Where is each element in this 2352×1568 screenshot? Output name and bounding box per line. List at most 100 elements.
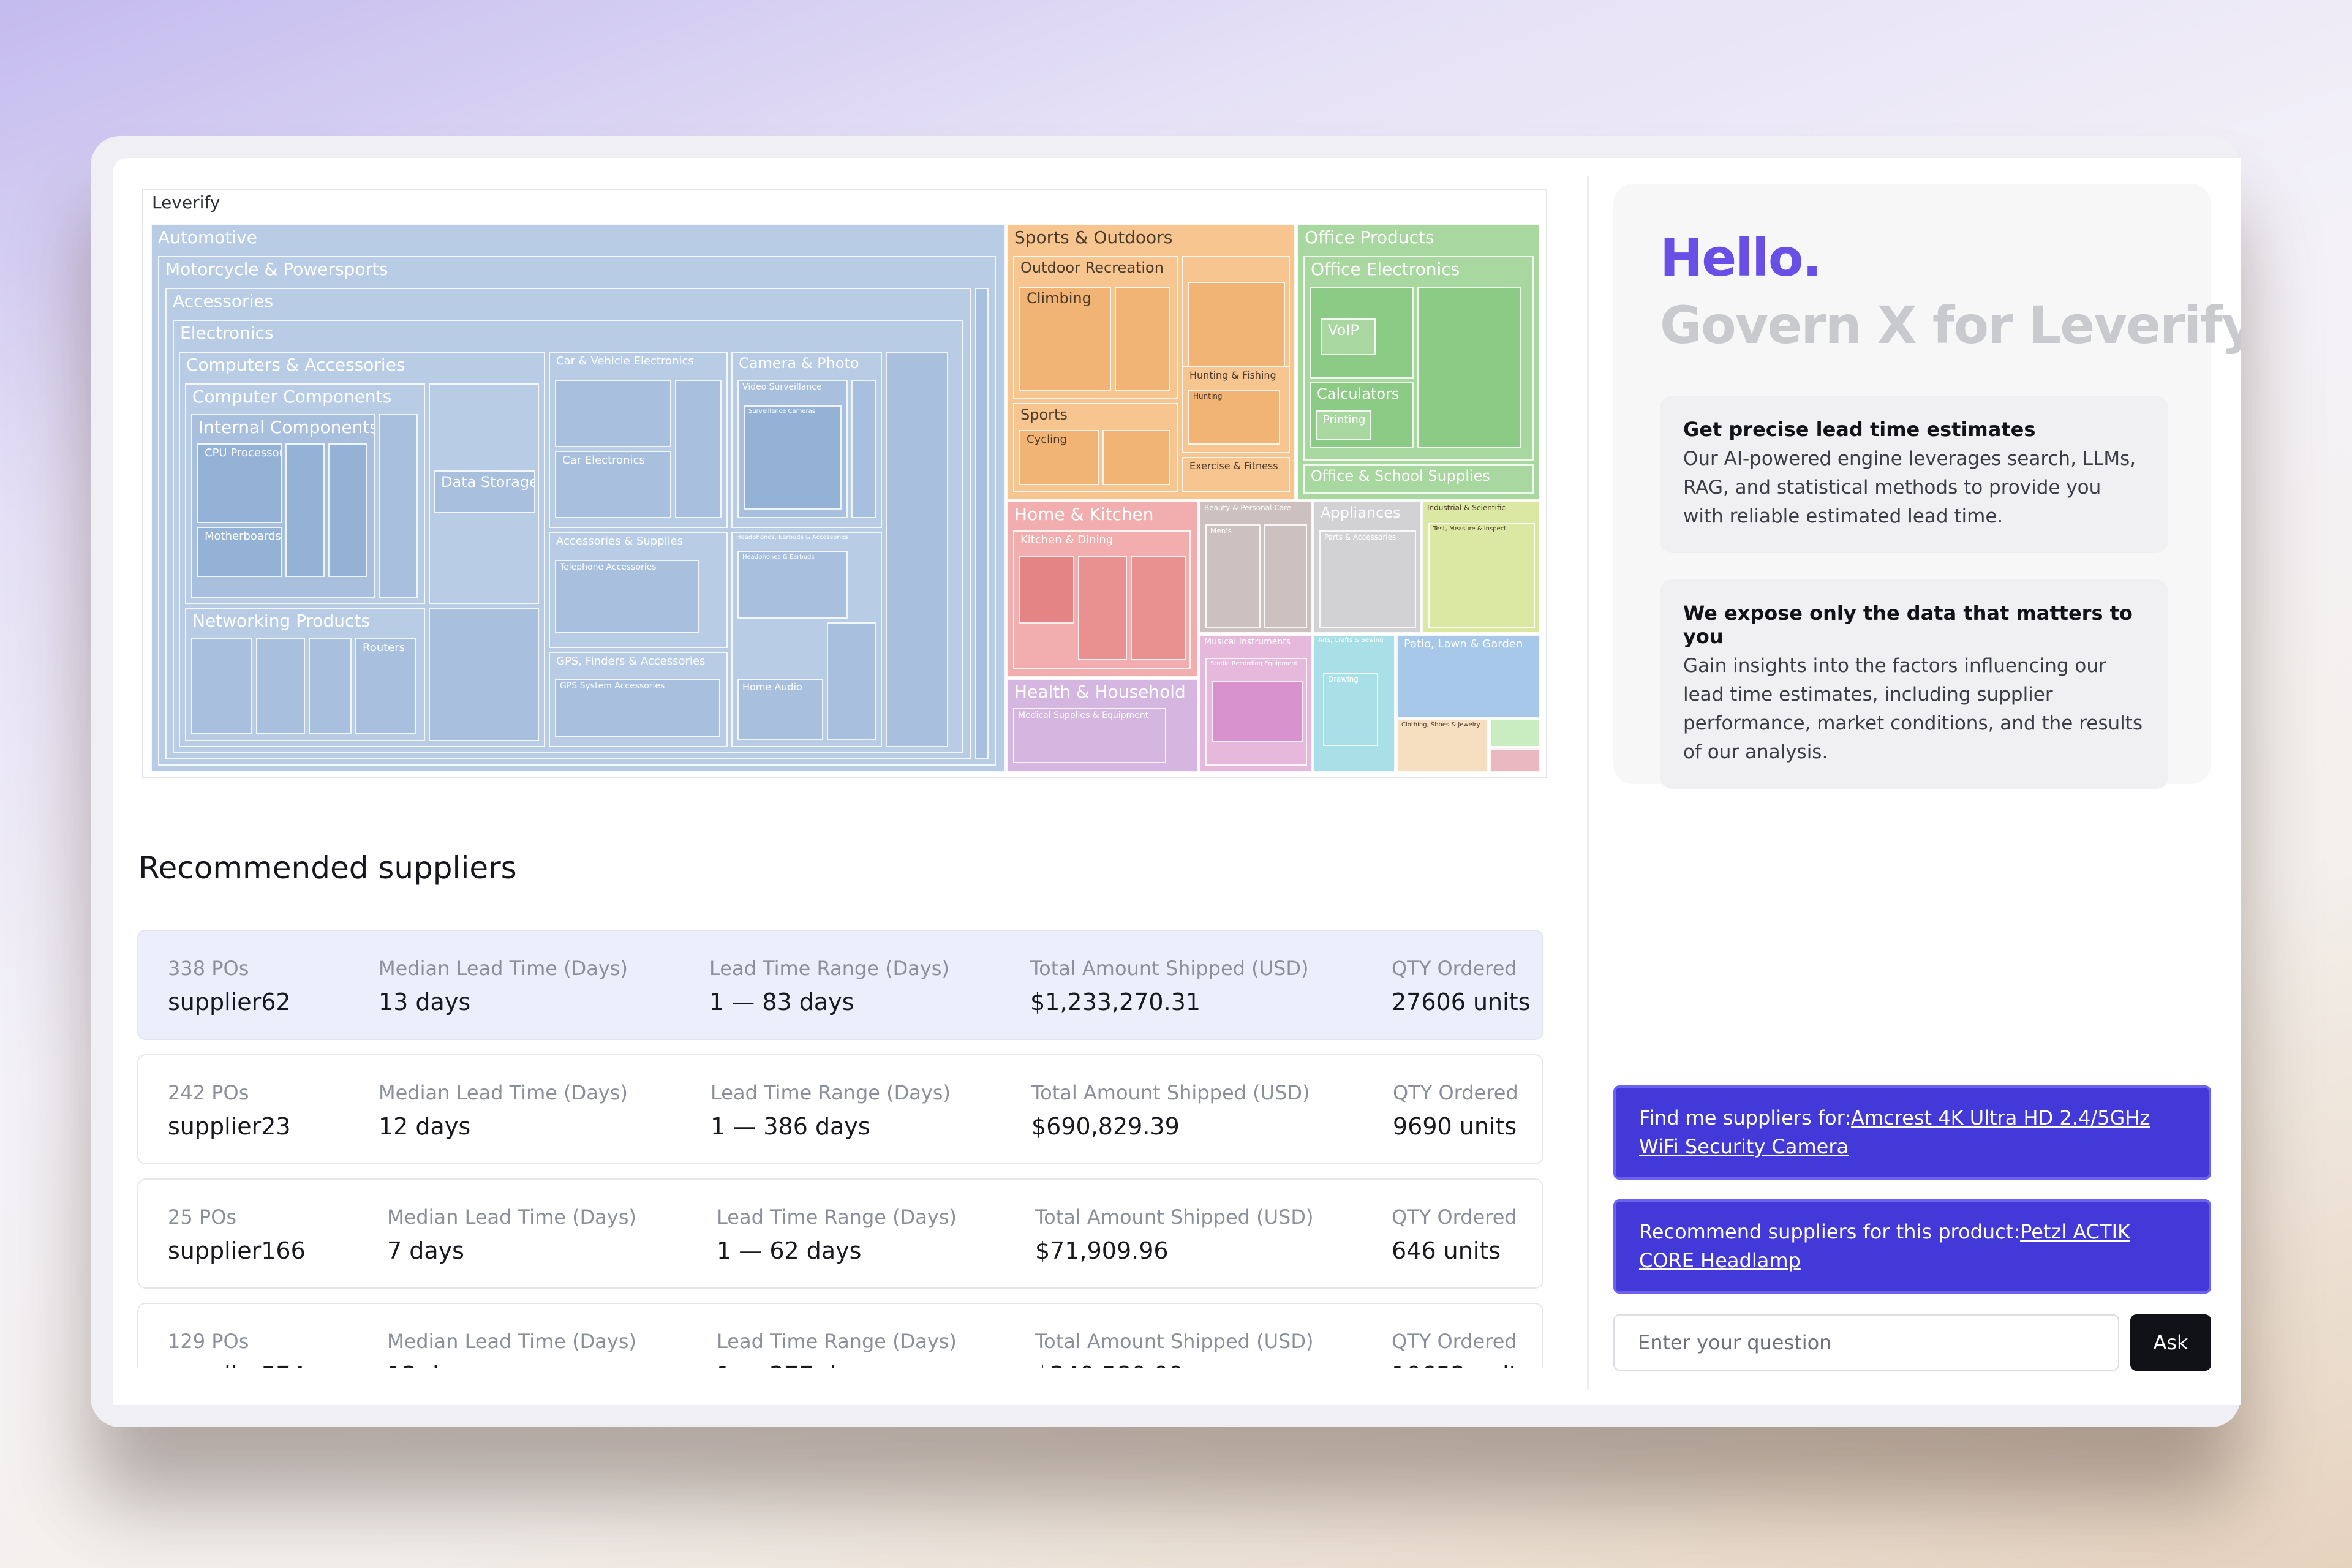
treemap-node-computer-components[interactable]: Computer Components Internal Components …: [185, 383, 425, 604]
treemap-node-patio[interactable]: Patio, Lawn & Garden: [1396, 635, 1540, 718]
treemap-node-health-household[interactable]: Health & Household Medical Supplies & Eq…: [1007, 679, 1198, 772]
treemap-cell[interactable]: [1131, 556, 1186, 660]
treemap-node-test-measure[interactable]: Test, Measure & Inspect: [1428, 523, 1535, 628]
treemap-cell[interactable]: [1417, 287, 1521, 448]
question-input[interactable]: [1613, 1314, 2119, 1371]
treemap-node-video-surveillance[interactable]: Video Surveillance Surveillance Cameras: [737, 380, 848, 518]
treemap-node-beauty[interactable]: Beauty & Personal Care Men's: [1199, 501, 1312, 633]
treemap-cell[interactable]: [827, 622, 876, 740]
supplier-list[interactable]: 338 POs supplier62 Median Lead Time (Days…: [137, 930, 1546, 1368]
treemap-node-drawing[interactable]: Drawing: [1323, 673, 1378, 746]
treemap-node-climbing[interactable]: Climbing: [1019, 287, 1111, 391]
treemap-node-telephone-accessories[interactable]: Telephone Accessories: [555, 560, 699, 633]
treemap-cell[interactable]: [1102, 430, 1170, 485]
treemap-node-musical-instruments[interactable]: Musical Instruments Studio Recording Equ…: [1199, 635, 1312, 772]
treemap-cell[interactable]: [256, 638, 305, 734]
treemap-node-automotive[interactable]: Automotive Motorcycle & Powersports Acce…: [151, 224, 1006, 772]
treemap-node-networking[interactable]: Networking Products Routers: [185, 608, 425, 741]
treemap-cell[interactable]: [379, 414, 418, 598]
panel-divider: [1587, 176, 1589, 1389]
treemap-cell[interactable]: [429, 608, 539, 741]
treemap-node-office-school[interactable]: Office & School Supplies: [1303, 464, 1534, 494]
treemap-cell[interactable]: [851, 380, 876, 518]
treemap-cell[interactable]: [1019, 556, 1074, 624]
total-value: $71,909.96: [1035, 1237, 1169, 1264]
treemap-node-sports-outdoors[interactable]: Sports & Outdoors Outdoor Recreation Cli…: [1007, 224, 1295, 500]
supplier-card[interactable]: 25 POs supplier166 Median Lead Time (Days…: [137, 1178, 1544, 1289]
treemap-cell[interactable]: [1115, 287, 1170, 391]
suggestion-find-suppliers[interactable]: Find me suppliers for:Amcrest 4K Ultra H…: [1613, 1085, 2211, 1180]
product-link[interactable]: Amcrest 4K Ultra HD 2.4/5GHz WiFi Securi…: [1639, 1106, 2150, 1158]
treemap-node-data-storage[interactable]: Data Storage: [434, 470, 535, 513]
treemap-node-printing[interactable]: Printing: [1316, 410, 1371, 440]
treemap-node-arts-crafts[interactable]: Arts, Crafts & Sewing Drawing: [1313, 635, 1395, 772]
treemap-node-accessories-supplies[interactable]: Accessories & Supplies Telephone Accesso…: [549, 532, 728, 648]
treemap-node-outdoor-recreation[interactable]: Outdoor Recreation Climbing: [1013, 256, 1178, 399]
treemap-node-telephones[interactable]: VoIP: [1310, 287, 1414, 379]
treemap-cell[interactable]: [1490, 748, 1540, 772]
treemap-node-routers[interactable]: Routers: [355, 638, 417, 734]
treemap-cell[interactable]: [975, 288, 989, 760]
treemap-node-mens[interactable]: Men's: [1205, 524, 1261, 628]
treemap-node-office-electronics[interactable]: Office Electronics VoIP Calculators Prin…: [1303, 256, 1534, 461]
treemap-node-exercise-fitness[interactable]: Exercise & Fitness: [1182, 457, 1290, 492]
treemap-cell[interactable]: [1264, 524, 1307, 628]
treemap-cell[interactable]: [1188, 282, 1285, 368]
treemap-node-gps-system[interactable]: GPS System Accessories: [555, 679, 720, 737]
ask-button[interactable]: Ask: [2130, 1314, 2211, 1371]
treemap-node-home-audio[interactable]: Home Audio: [737, 679, 823, 740]
treemap-node-hunting-fishing[interactable]: Hunting & Fishing Hunting: [1182, 366, 1290, 453]
treemap-cell[interactable]: [1078, 556, 1127, 660]
supplier-card[interactable]: 129 POs supplier574 Median Lead Time (Day…: [137, 1303, 1544, 1368]
treemap-cell[interactable]: Data Storage: [429, 383, 539, 604]
treemap-cell[interactable]: [309, 638, 352, 734]
supplier-card[interactable]: 338 POs supplier62 Median Lead Time (Days…: [137, 930, 1544, 1040]
suggestion-recommend-suppliers[interactable]: Recommend suppliers for this product:Pet…: [1613, 1199, 2211, 1294]
treemap-node-hunting[interactable]: Hunting: [1188, 390, 1280, 445]
treemap-node-car-electronics[interactable]: Car Electronics: [555, 451, 671, 518]
supplier-card[interactable]: 242 POs supplier23 Median Lead Time (Days…: [137, 1054, 1544, 1164]
treemap-node-home-kitchen[interactable]: Home & Kitchen Kitchen & Dining: [1007, 501, 1198, 677]
treemap-node-cycling[interactable]: Cycling: [1019, 430, 1099, 485]
range-label: Lead Time Range (Days): [717, 1330, 957, 1353]
treemap-node-headphones-earbuds[interactable]: Headphones, Earbuds & Accessories Headph…: [731, 532, 882, 747]
total-label: Total Amount Shipped (USD): [1030, 957, 1309, 980]
treemap-node-voip[interactable]: VoIP: [1321, 318, 1376, 355]
treemap-cell[interactable]: [886, 352, 948, 747]
treemap-cell[interactable]: [555, 380, 671, 447]
treemap-cell[interactable]: [285, 443, 325, 577]
treemap-node-headphones[interactable]: Headphones & Earbuds: [737, 551, 848, 619]
treemap-node-calculators[interactable]: Calculators Printing: [1310, 382, 1414, 448]
treemap-node-industrial[interactable]: Industrial & Scientific Test, Measure & …: [1422, 501, 1540, 633]
treemap-node-internal-components[interactable]: Internal Components CPU Processors Mothe…: [191, 414, 375, 598]
treemap-node-motherboards[interactable]: Motherboards: [197, 527, 282, 577]
po-count: 242 POs: [168, 1081, 249, 1104]
treemap-node-gps[interactable]: GPS, Finders & Accessories GPS System Ac…: [549, 652, 728, 747]
treemap-node-studio-recording[interactable]: Studio Recording Equipment: [1205, 658, 1307, 766]
treemap-node-clothing[interactable]: Clothing, Shoes & Jewelry: [1396, 719, 1488, 772]
range-label: Lead Time Range (Days): [717, 1205, 957, 1229]
treemap-node-computers[interactable]: Computers & Accessories Computer Compone…: [179, 352, 545, 747]
treemap-node-cpu[interactable]: CPU Processors: [197, 443, 282, 523]
treemap-node-accessories[interactable]: Accessories Electronics Computers & Acce…: [165, 288, 971, 760]
treemap-node-appliances[interactable]: Appliances Parts & Accessories: [1313, 501, 1421, 633]
treemap-node-kitchen-dining[interactable]: Kitchen & Dining: [1013, 530, 1191, 669]
treemap-node-surveillance-cameras[interactable]: Surveillance Cameras: [744, 405, 842, 510]
treemap-cell[interactable]: [328, 443, 368, 577]
treemap-node-electronics[interactable]: Electronics Computers & Accessories Comp…: [173, 320, 963, 753]
treemap-cell[interactable]: [1490, 719, 1540, 747]
treemap-node-motorcycle[interactable]: Motorcycle & Powersports Accessories Ele…: [158, 256, 996, 766]
treemap-cell[interactable]: [675, 380, 722, 518]
treemap-node-medical-supplies[interactable]: Medical Supplies & Equipment: [1013, 708, 1166, 763]
treemap-node-camera-photo[interactable]: Camera & Photo Video Surveillance Survei…: [731, 352, 882, 528]
assistant-subtitle: Govern X for Leverify: [1660, 295, 2241, 355]
treemap-cell[interactable]: [191, 638, 252, 734]
treemap-node-car-vehicle[interactable]: Car & Vehicle Electronics Car Electronic…: [549, 352, 728, 528]
treemap-label: Motorcycle & Powersports: [165, 259, 388, 279]
range-value: 1 — 386 days: [710, 1113, 870, 1140]
treemap-node-sports[interactable]: Sports Cycling: [1013, 403, 1178, 492]
treemap-node-parts-accessories[interactable]: Parts & Accessories: [1319, 530, 1416, 628]
product-link[interactable]: Petzl ACTIK CORE Headlamp: [1639, 1220, 2130, 1272]
treemap-cell[interactable]: [1212, 681, 1303, 742]
treemap-node-office-products[interactable]: Office Products Office Electronics VoIP …: [1297, 224, 1540, 500]
